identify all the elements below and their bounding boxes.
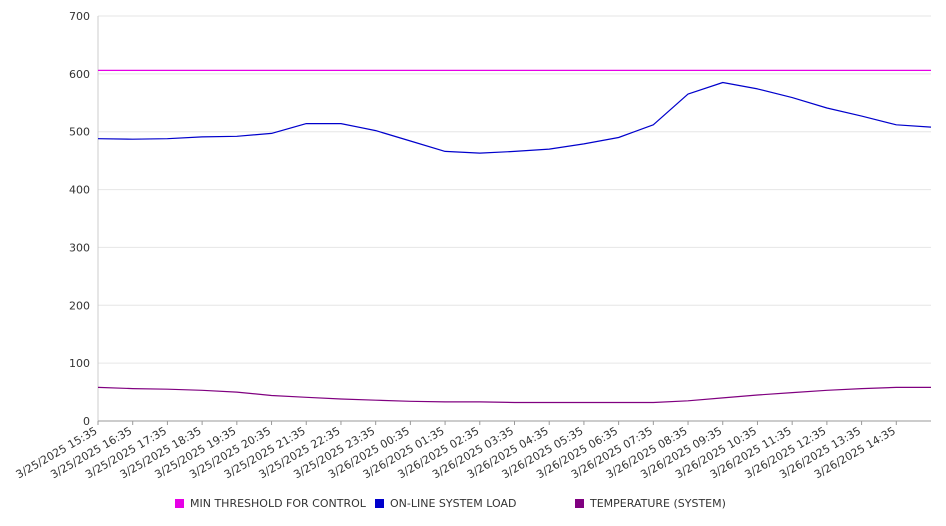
legend-label: TEMPERATURE (SYSTEM) bbox=[590, 497, 726, 510]
y-tick-label: 400 bbox=[69, 184, 90, 197]
x-axis-ticks: 3/25/2025 15:353/25/2025 16:353/25/2025 … bbox=[14, 421, 898, 481]
axes bbox=[97, 16, 931, 422]
y-tick-label: 0 bbox=[83, 415, 90, 428]
y-tick-label: 100 bbox=[69, 357, 90, 370]
y-tick-label: 700 bbox=[69, 10, 90, 23]
series-line-2 bbox=[97, 81, 932, 154]
legend-label: ON-LINE SYSTEM LOAD bbox=[390, 497, 517, 510]
series-lines bbox=[97, 69, 932, 404]
series-line-3 bbox=[97, 386, 931, 404]
y-tick-label: 600 bbox=[69, 68, 90, 81]
legend-swatch bbox=[575, 499, 584, 508]
legend-swatch bbox=[375, 499, 384, 508]
y-tick-label: 500 bbox=[69, 126, 90, 139]
legend-swatch bbox=[175, 499, 184, 508]
gridlines bbox=[98, 15, 931, 364]
legend: MIN THRESHOLD FOR CONTROL ON-LINE SYSTEM … bbox=[0, 497, 946, 515]
legend-item[interactable]: TEMPERATURE (SYSTEM) bbox=[575, 497, 726, 510]
legend-item[interactable]: ON-LINE SYSTEM LOAD bbox=[375, 497, 516, 510]
legend-label: MIN THRESHOLD FOR CONTROL bbox=[190, 497, 366, 510]
y-tick-label: 200 bbox=[69, 299, 90, 312]
y-axis-ticks: 0 100 200 300 400 500 600 700 bbox=[69, 10, 90, 428]
legend-item[interactable]: MIN THRESHOLD FOR CONTROL bbox=[175, 497, 366, 510]
y-tick-label: 300 bbox=[69, 241, 90, 254]
